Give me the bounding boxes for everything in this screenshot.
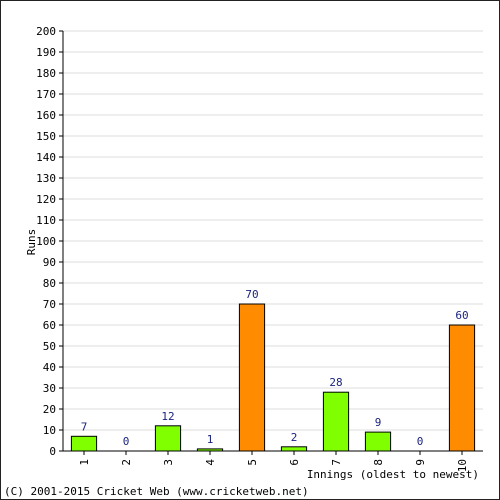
y-tick-label: 0	[49, 445, 56, 458]
y-tick-label: 120	[36, 193, 56, 206]
bars	[70, 303, 476, 452]
y-tick-label: 70	[43, 298, 56, 311]
y-tick-label: 180	[36, 67, 56, 80]
copyright-footer: (C) 2001-2015 Cricket Web (www.cricketwe…	[4, 485, 309, 498]
y-tick-label: 200	[36, 25, 56, 38]
x-axis-ticks: 1 2 3 4 5 6 7 8 9 10	[78, 451, 469, 472]
y-tick-label: 140	[36, 151, 56, 164]
data-label: 28	[329, 376, 342, 389]
x-tick-label: 6	[288, 459, 301, 466]
bar	[238, 303, 266, 452]
bar	[448, 324, 476, 452]
data-label: 9	[375, 416, 382, 429]
y-tick-label: 90	[43, 256, 56, 269]
bar	[154, 425, 182, 452]
x-tick-label: 4	[204, 459, 217, 466]
y-tick-label: 150	[36, 130, 56, 143]
data-label: 1	[207, 433, 214, 446]
x-tick-label: 10	[456, 459, 469, 472]
data-label: 70	[245, 288, 258, 301]
y-tick-label: 60	[43, 319, 56, 332]
x-axis-label: Innings (oldest to newest)	[307, 468, 479, 481]
y-axis-label: Runs	[25, 229, 38, 256]
y-tick-label: 190	[36, 46, 56, 59]
x-tick-label: 7	[330, 459, 343, 466]
x-tick-label: 3	[162, 459, 175, 466]
y-tick-label: 160	[36, 109, 56, 122]
y-tick-label: 40	[43, 361, 56, 374]
x-tick-label: 5	[246, 459, 259, 466]
x-tick-label: 2	[120, 459, 133, 466]
bar	[280, 446, 308, 452]
y-tick-label: 100	[36, 235, 56, 248]
bar	[322, 391, 350, 452]
x-tick-label: 9	[414, 459, 427, 466]
y-tick-label: 30	[43, 382, 56, 395]
y-axis-ticks: 0 10 20 30 40 50 60 70 80 90 100 110 120 130 140 150 160…	[36, 25, 63, 458]
y-tick-label: 110	[36, 214, 56, 227]
x-tick-label: 1	[78, 459, 91, 466]
data-label: 7	[81, 420, 88, 433]
x-tick-label: 8	[372, 459, 385, 466]
y-tick-label: 20	[43, 403, 56, 416]
bar	[364, 431, 392, 452]
y-tick-label: 80	[43, 277, 56, 290]
bar	[70, 435, 98, 452]
y-tick-label: 170	[36, 88, 56, 101]
y-tick-label: 10	[43, 424, 56, 437]
gridlines	[63, 30, 483, 431]
data-label: 12	[161, 410, 174, 423]
data-label: 0	[123, 435, 130, 448]
data-label: 2	[291, 431, 298, 444]
data-label: 60	[455, 309, 468, 322]
y-tick-label: 130	[36, 172, 56, 185]
y-tick-label: 50	[43, 340, 56, 353]
data-label: 0	[417, 435, 424, 448]
